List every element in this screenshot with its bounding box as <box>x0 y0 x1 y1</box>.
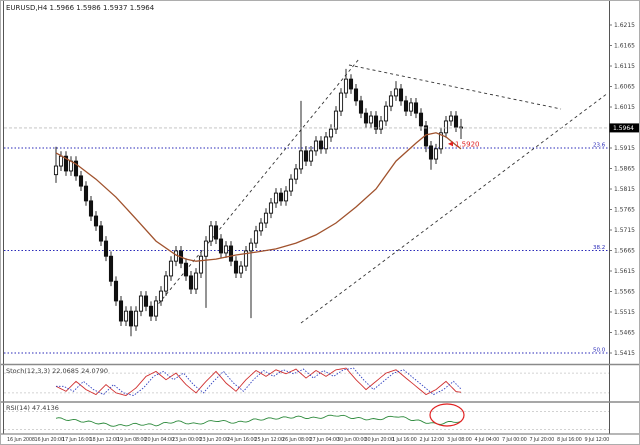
time-axis-label: 7 Jul 00:00 <box>502 437 527 443</box>
price-axis-label: 1.6015 <box>614 104 635 111</box>
time-axis-label: 2 Jul 12:00 <box>420 437 445 443</box>
price-axis-label: 1.6115 <box>614 63 635 70</box>
price-axis-label: 1.5615 <box>614 268 635 275</box>
highlight-ellipse-drawing[interactable] <box>429 403 465 427</box>
stochastic-indicator-label: Stoch(12,3,3) 22.0685 24.0790 <box>6 367 108 375</box>
trendline-drawings[interactable] <box>150 58 609 324</box>
trendline[interactable] <box>150 58 360 314</box>
rsi-pane[interactable] <box>4 411 609 430</box>
time-axis-label: 26 Jun 08:00 <box>282 437 311 443</box>
moving-average-line[interactable] <box>55 132 462 262</box>
time-axis-label: 1 Jul 16:00 <box>392 437 417 443</box>
alert-price-label: 1.5920 <box>455 140 480 148</box>
price-axis-label: 1.6215 <box>614 22 635 29</box>
price-alert-marker[interactable]: 1.5920 <box>448 140 480 148</box>
time-axis-label: 27 Jun 04:00 <box>310 437 339 443</box>
time-axis-label: 19 Jun 08:00 <box>117 437 146 443</box>
stochastic-pane[interactable] <box>4 367 609 396</box>
chart-frame <box>1 1 639 435</box>
time-axis-label: 17 Jun 16:00 <box>62 437 91 443</box>
price-axis-label: 1.6165 <box>614 43 635 50</box>
time-axis-label: 24 Jun 16:00 <box>227 437 256 443</box>
price-axis-label: 1.5715 <box>614 227 635 234</box>
time-axis-label: 3 Jul 08:00 <box>447 437 472 443</box>
rsi-line <box>55 414 462 427</box>
fibo-level-label: 38.2 <box>593 245 605 251</box>
time-axis-label: 20 Jun 04:00 <box>145 437 174 443</box>
time-axis-label: 9 Jul 12:00 <box>585 437 610 443</box>
rsi-indicator-label: RSI(14) 47.4136 <box>6 404 59 412</box>
time-axis-label: 7 Jul 20:00 <box>530 437 555 443</box>
time-axis-label: 16 Jun 2008 <box>7 437 35 443</box>
stochastic-k-line <box>55 367 462 396</box>
time-axis-label: 23 Jun 20:00 <box>200 437 229 443</box>
price-axis-label: 1.5465 <box>614 330 635 337</box>
price-axis-label: 1.5565 <box>614 289 635 296</box>
price-axis-label: 1.5765 <box>614 207 635 214</box>
price-axis[interactable]: 1.62151.61651.61151.60651.60151.59651.59… <box>609 22 635 357</box>
price-axis-label: 1.5865 <box>614 166 635 173</box>
fibonacci-retracement[interactable]: 23.6 38.2 50.0 <box>4 143 609 354</box>
time-axis-label: 4 Jul 04:00 <box>475 437 500 443</box>
time-axis-label: 23 Jun 00:00 <box>172 437 201 443</box>
trendline[interactable] <box>300 92 609 324</box>
fibo-level-label: 50.0 <box>593 348 606 354</box>
fibo-level-label: 23.6 <box>593 143 606 149</box>
chart-title: EURUSD,H4 1.5966 1.5986 1.5937 1.5964 <box>6 4 155 12</box>
price-axis-label: 1.5515 <box>614 309 635 316</box>
price-axis-label: 1.5415 <box>614 350 635 357</box>
price-axis-label: 1.5915 <box>614 145 635 152</box>
trendline[interactable] <box>348 64 562 110</box>
time-axis-label: 16 Jun 20:00 <box>35 437 64 443</box>
time-axis-label: 30 Jun 20:00 <box>365 437 394 443</box>
price-axis-label: 1.5665 <box>614 248 635 255</box>
price-axis-label: 1.5815 <box>614 186 635 193</box>
price-axis-label: 1.6065 <box>614 84 635 91</box>
time-axis-label: 18 Jun 12:00 <box>90 437 119 443</box>
time-axis-label: 25 Jun 12:00 <box>255 437 284 443</box>
candlestick-series <box>53 68 464 337</box>
stochastic-d-line <box>56 367 462 396</box>
svg-text:1.5964: 1.5964 <box>613 125 634 132</box>
time-axis-label: 30 Jun 00:00 <box>337 437 366 443</box>
time-axis-label: 8 Jul 16:00 <box>557 437 582 443</box>
bid-price-box: 1.5964 <box>609 123 639 133</box>
